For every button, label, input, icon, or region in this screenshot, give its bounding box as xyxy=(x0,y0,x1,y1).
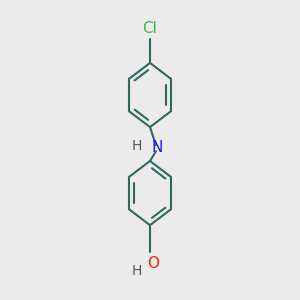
Text: Cl: Cl xyxy=(142,21,158,36)
Text: N: N xyxy=(152,140,163,155)
Text: H: H xyxy=(131,263,142,278)
Text: O: O xyxy=(148,256,160,271)
Text: H: H xyxy=(131,139,142,152)
